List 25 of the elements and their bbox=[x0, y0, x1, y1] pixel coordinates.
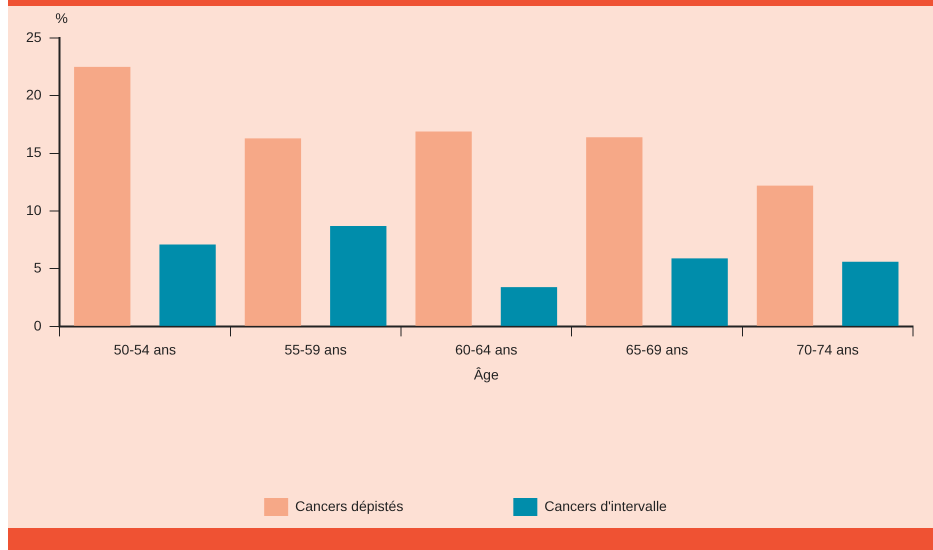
x-tick-label: 50-54 ans bbox=[114, 342, 176, 358]
bar bbox=[842, 262, 898, 326]
y-tick-label: 25 bbox=[26, 28, 42, 45]
y-tick-label: 15 bbox=[26, 144, 42, 160]
bar bbox=[756, 186, 814, 326]
bar bbox=[244, 138, 302, 326]
y-axis-title: % bbox=[55, 10, 68, 26]
bar bbox=[415, 131, 472, 326]
x-tick-label: 65-69 ans bbox=[626, 342, 688, 358]
y-tick-label: 0 bbox=[34, 317, 42, 334]
y-tick-label: 20 bbox=[26, 86, 42, 103]
bar bbox=[671, 258, 728, 326]
bar bbox=[159, 244, 216, 326]
bar bbox=[74, 66, 130, 326]
x-tick-label: 60-64 ans bbox=[455, 342, 518, 358]
legend-label: Cancers dépistés bbox=[295, 498, 404, 514]
x-tick-label: 55-59 ans bbox=[284, 342, 347, 358]
y-tick-label: 10 bbox=[26, 202, 42, 218]
y-tick-label: 5 bbox=[34, 260, 42, 276]
x-axis-title: Âge bbox=[474, 366, 499, 382]
x-tick-label: 70-74 ans bbox=[796, 342, 859, 358]
bar bbox=[500, 287, 558, 326]
bar bbox=[586, 137, 642, 326]
legend-label: Cancers d'intervalle bbox=[544, 498, 668, 514]
bar bbox=[330, 226, 386, 326]
